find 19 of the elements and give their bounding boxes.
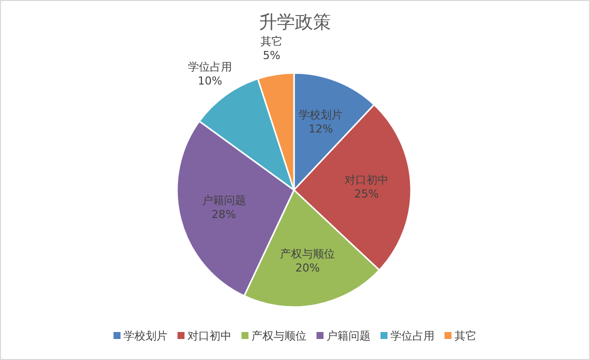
legend-label: 户籍问题 — [326, 330, 370, 343]
data-label: 28% — [212, 208, 236, 222]
slice-label: 户籍问题 — [202, 194, 246, 208]
slice-label: 学位占用 — [188, 60, 232, 74]
legend-label: 对口初中 — [188, 330, 232, 343]
legend-label: 学校划片 — [124, 330, 168, 343]
data-label: 20% — [295, 261, 320, 274]
slice-label: 产权与顺位 — [280, 247, 336, 260]
data-label: 5% — [262, 48, 280, 62]
slice-label: 学校划片 — [298, 108, 343, 122]
data-label: 12% — [308, 122, 333, 136]
slice-label: 对口初中 — [344, 174, 389, 187]
data-label: 10% — [198, 74, 222, 88]
chart-title: 升学政策 — [259, 12, 331, 33]
slice-label: 其它 — [260, 34, 283, 48]
legend-label: 学位占用 — [390, 330, 434, 343]
legend-label: 其它 — [454, 330, 476, 343]
data-label: 25% — [354, 188, 379, 201]
legend-label: 产权与顺位 — [252, 330, 306, 343]
